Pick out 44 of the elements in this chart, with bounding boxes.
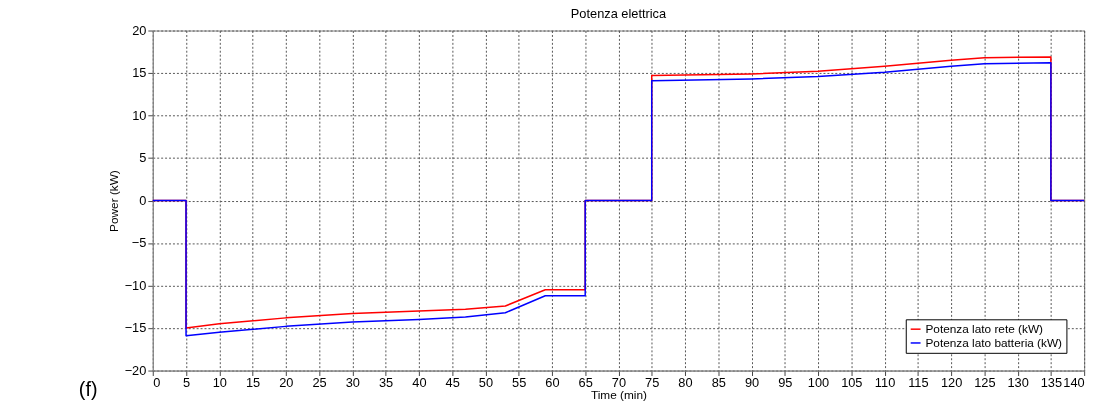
- x-axis-title: Time (min): [590, 387, 648, 402]
- x-tick-label: 35: [378, 374, 394, 390]
- x-tick-label: 120: [940, 374, 963, 390]
- y-tick-label: −10: [124, 277, 147, 293]
- y-axis-title: Power (kW): [106, 170, 121, 232]
- x-tick-label: 85: [711, 374, 726, 390]
- x-tick-label: 135: [1040, 374, 1063, 390]
- y-tick-label: 20: [132, 22, 147, 38]
- x-tick-label: 95: [778, 374, 793, 390]
- y-tick-label: 10: [132, 107, 147, 123]
- y-tick-label: 5: [139, 150, 147, 166]
- x-tick-label: 10: [212, 374, 227, 390]
- y-tick-label: 0: [139, 192, 147, 208]
- x-tick-label: 140: [1063, 374, 1085, 390]
- x-tick-label: 0: [153, 374, 161, 390]
- y-tick-label: −15: [124, 320, 147, 336]
- chart-title: Potenza elettrica: [570, 5, 667, 21]
- x-tick-label: 55: [512, 374, 527, 390]
- x-tick-label: 50: [478, 374, 494, 390]
- x-tick-label: 15: [245, 374, 261, 390]
- x-tick-label: 20: [279, 374, 294, 390]
- x-tick-label: 65: [578, 374, 593, 390]
- x-tick-label: 40: [412, 374, 427, 390]
- legend-label: Potenza lato batteria (kW): [925, 335, 1063, 350]
- x-tick-label: 70: [611, 374, 627, 390]
- y-tick-label: −20: [124, 363, 147, 378]
- x-tick-label: 125: [974, 374, 996, 390]
- x-tick-label: 130: [1007, 374, 1029, 390]
- x-tick-label: 25: [312, 374, 327, 390]
- y-tick-label: −5: [131, 235, 147, 251]
- x-tick-label: 90: [744, 374, 760, 390]
- x-tick-label: 110: [874, 374, 896, 390]
- text: (f): [78, 378, 98, 401]
- x-tick-label: 60: [545, 374, 560, 390]
- x-tick-label: 5: [182, 374, 191, 390]
- x-tick-label: 75: [645, 374, 660, 390]
- x-tick-label: 30: [345, 374, 360, 390]
- y-tick-label: 15: [132, 65, 147, 81]
- x-tick-label: 105: [841, 374, 863, 390]
- x-tick-label: 45: [445, 374, 460, 390]
- x-tick-label: 115: [908, 374, 929, 390]
- x-tick-label: 80: [678, 374, 693, 390]
- x-tick-label: 100: [807, 374, 830, 390]
- legend-label: Potenza lato rete (kW): [925, 322, 1044, 337]
